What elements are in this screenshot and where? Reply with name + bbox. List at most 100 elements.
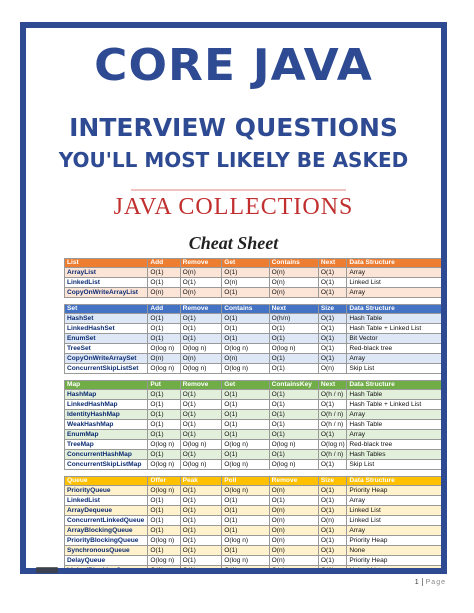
table-row: TreeSet O(log n) O(log n) O(log n) O(log… bbox=[63, 343, 441, 354]
table-header-cell: Remove bbox=[179, 304, 223, 314]
table-row: LinkedList O(1) O(1) O(n) O(n) O(1) Link… bbox=[63, 277, 441, 288]
table-cell: O(1) bbox=[147, 449, 181, 460]
table-cell: O(1) bbox=[147, 267, 181, 278]
table-cell: O(log n) bbox=[147, 485, 181, 496]
table-cell: PriorityBlockingQueue bbox=[63, 535, 149, 546]
table-cell: O(1) bbox=[221, 429, 270, 440]
table-cell: O(log n) bbox=[221, 363, 270, 374]
table-row: ArrayBlockingQueue O(1) O(1) O(1) O(n) O… bbox=[63, 525, 441, 536]
table-cell: O(1) bbox=[179, 277, 223, 288]
table-cell: O(1) bbox=[317, 495, 348, 506]
table-row: LinkedHashMap O(1) O(1) O(1) O(1) O(1) H… bbox=[63, 399, 441, 410]
table-cell: ConcurrentSkipListMap bbox=[63, 459, 149, 470]
table-cell: O(n) bbox=[221, 277, 270, 288]
table-cell: O(n) bbox=[179, 267, 223, 278]
table-cell: Priority Heap bbox=[346, 555, 441, 566]
table-row: PriorityBlockingQueue O(log n) O(1) O(lo… bbox=[63, 535, 441, 546]
table-cell: Bit Vector bbox=[346, 333, 441, 344]
table-cell: O(1) bbox=[179, 485, 223, 496]
table-cell: O(log n) bbox=[179, 343, 223, 354]
table-header-cell: Data Structure bbox=[346, 380, 441, 390]
table-cell: Array bbox=[346, 287, 441, 298]
table-header-cell: Next bbox=[268, 304, 319, 314]
table-cell: O(h/n) bbox=[268, 313, 319, 324]
table-cell: ConcurrentSkipListSet bbox=[63, 363, 149, 374]
table-cell: O(1) bbox=[179, 313, 223, 324]
table-cell: O(log n) bbox=[268, 459, 319, 470]
table-cell: O(1) bbox=[179, 389, 223, 400]
table-row: TreeMap O(log n) O(log n) O(log n) O(log… bbox=[63, 439, 441, 450]
table-cell: O(1) bbox=[221, 267, 270, 278]
table-row: ConcurrentSkipListSet O(log n) O(log n) … bbox=[63, 363, 441, 374]
table-cell: CopyOnWriteArrayList bbox=[63, 287, 149, 298]
table-cell: O(1) bbox=[317, 267, 348, 278]
table-cell: HashSet bbox=[63, 313, 149, 324]
table-cell: Array bbox=[346, 525, 441, 536]
table-cell: O(n) bbox=[179, 287, 223, 298]
table-cell: Hash Table bbox=[346, 419, 441, 430]
table-cell: Skip List bbox=[346, 459, 441, 470]
table-cell: O(1) bbox=[147, 419, 181, 430]
table-row: EnumMap O(1) O(1) O(1) O(1) O(1) Array bbox=[63, 429, 441, 440]
table-cell: O(1) bbox=[317, 525, 348, 536]
table-cell: O(1) bbox=[317, 535, 348, 546]
cheat-sheet-tables: List Add Remove Get Contains Next Data S… bbox=[63, 258, 441, 568]
table-row: PriorityQueue O(log n) O(1) O(log n) O(n… bbox=[63, 485, 441, 496]
table-cell: O(n) bbox=[317, 363, 348, 374]
table-cell: Hash Table + Linked List bbox=[346, 323, 441, 334]
table-cell: LinkedList bbox=[63, 277, 149, 288]
table-header-cell: Size bbox=[317, 304, 348, 314]
hero-subtitle-secondary: YOU'LL MOST LIKELY BE ASKED bbox=[58, 148, 409, 172]
table-cell: O(log n) bbox=[221, 485, 270, 496]
table-header-cell: List bbox=[63, 258, 149, 268]
table-header-cell: Add bbox=[147, 258, 181, 268]
table-cell: O(1) bbox=[268, 409, 319, 420]
table-cell: Array bbox=[346, 429, 441, 440]
table-cell: O(1) bbox=[317, 277, 348, 288]
table-cell: O(n) bbox=[268, 525, 319, 536]
table-header-cell: Add bbox=[147, 304, 181, 314]
table-cell: O(n) bbox=[268, 485, 319, 496]
table-cell: O(n) bbox=[221, 353, 270, 364]
table-cell: O(1) bbox=[221, 389, 270, 400]
table-cell: O(1) bbox=[179, 323, 223, 334]
table-cell: O(1) bbox=[317, 485, 348, 496]
table-cell: O(1) bbox=[179, 419, 223, 430]
table-cell: WeakHashMap bbox=[63, 419, 149, 430]
list-table: List Add Remove Get Contains Next Data S… bbox=[63, 258, 441, 298]
table-header-cell: Next bbox=[317, 258, 348, 268]
table-cell: Hash Table bbox=[346, 389, 441, 400]
page-number-value: 1 bbox=[414, 578, 419, 586]
table-header-cell: Next bbox=[317, 380, 348, 390]
table-row: EnumSet O(1) O(1) O(1) O(1) O(1) Bit Vec… bbox=[63, 333, 441, 344]
table-cell: Array bbox=[346, 267, 441, 278]
table-row: HashSet O(1) O(1) O(1) O(h/n) O(1) Hash … bbox=[63, 313, 441, 324]
table-cell: O(1) bbox=[179, 525, 223, 536]
table-row: DelayQueue O(log n) O(1) O(log n) O(n) O… bbox=[63, 555, 441, 566]
table-row: ConcurrentSkipListMap O(log n) O(log n) … bbox=[63, 459, 441, 470]
table-header-cell: Data Structure bbox=[346, 258, 441, 268]
table-cell: IdentityHashMap bbox=[63, 409, 149, 420]
table-cell: O(1) bbox=[317, 353, 348, 364]
table-cell: O(1) bbox=[179, 565, 223, 568]
table-cell: O(1) bbox=[268, 419, 319, 430]
table-row: SynchronousQueue O(1) O(1) O(1) O(n) O(1… bbox=[63, 545, 441, 556]
queue-table: Queue Offer Peak Poll Remove Size Data S… bbox=[63, 476, 441, 568]
table-cell: SynchronousQueue bbox=[63, 545, 149, 556]
table-header-cell: Put bbox=[147, 380, 181, 390]
table-header-row: List Add Remove Get Contains Next Data S… bbox=[63, 258, 441, 268]
table-cell: O(1) bbox=[221, 525, 270, 536]
table-cell: O(log n) bbox=[221, 343, 270, 354]
table-cell: O(log n) bbox=[147, 439, 181, 450]
table-cell: O(1) bbox=[268, 389, 319, 400]
table-cell: O(1) bbox=[317, 459, 348, 470]
table-header-cell: Remove bbox=[268, 476, 319, 486]
table-cell: O(1) bbox=[268, 353, 319, 364]
table-cell: O(1) bbox=[147, 333, 181, 344]
table-cell: O(1) bbox=[221, 419, 270, 430]
table-row: LinkedHashSet O(1) O(1) O(1) O(1) O(1) H… bbox=[63, 323, 441, 334]
table-header-cell: Peak bbox=[179, 476, 223, 486]
table-cell: Hash Tables bbox=[346, 449, 441, 460]
table-cell: Array bbox=[346, 353, 441, 364]
table-cell: O(1) bbox=[179, 333, 223, 344]
